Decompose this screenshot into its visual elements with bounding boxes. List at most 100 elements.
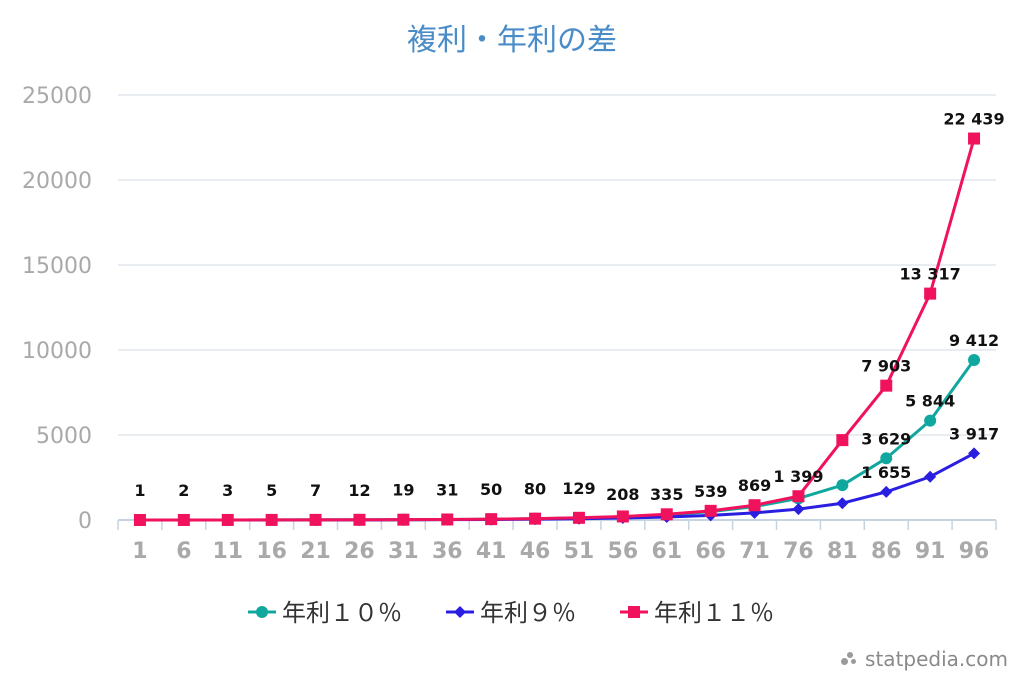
legend-item: 年利９％: [446, 599, 576, 627]
data-point: [924, 470, 937, 483]
data-label: 13 317: [900, 265, 961, 284]
data-label: 19: [392, 481, 414, 500]
data-label: 1: [134, 481, 145, 500]
data-point: [529, 512, 542, 525]
data-point: [924, 287, 937, 300]
data-label: 2: [178, 481, 189, 500]
series-1: [133, 447, 981, 526]
x-tick-label: 71: [739, 539, 770, 564]
data-point: [704, 504, 717, 517]
data-label: 50: [480, 480, 502, 499]
data-point: [616, 510, 629, 523]
gridlines: [118, 94, 996, 436]
y-tick-label: 15000: [22, 254, 92, 279]
data-point: [968, 447, 981, 460]
watermark-text: statpedia.com: [865, 647, 1008, 671]
data-label: 335: [650, 485, 683, 504]
data-label: 31: [436, 480, 458, 499]
statpedia-logo-icon: [841, 652, 859, 666]
x-tick-label: 1: [132, 539, 147, 564]
x-tick-label: 41: [476, 539, 507, 564]
data-point: [133, 513, 146, 526]
data-label: 80: [524, 480, 546, 499]
legend-label: 年利１１％: [654, 599, 774, 627]
data-point: [836, 497, 849, 510]
data-point: [221, 513, 234, 526]
y-tick-label: 25000: [22, 84, 92, 109]
data-point: [836, 434, 849, 447]
data-point: [485, 513, 498, 526]
x-tick-label: 76: [783, 539, 814, 564]
x-tick-label: 46: [520, 539, 551, 564]
series-2: [133, 132, 981, 526]
y-tick-label: 5000: [36, 424, 92, 449]
data-label: 3: [222, 481, 233, 500]
legend-item: 年利１１％: [620, 599, 774, 627]
data-point: [454, 606, 466, 618]
data-label: 129: [562, 479, 595, 498]
x-tick-label: 21: [300, 539, 331, 564]
x-tick-label: 86: [871, 539, 902, 564]
data-point: [397, 513, 410, 526]
data-label: 3 629: [861, 429, 911, 448]
data-point: [836, 479, 849, 492]
data-label: 7: [310, 481, 321, 500]
data-label: 3 917: [949, 424, 999, 443]
x-tick-label: 96: [959, 539, 990, 564]
data-label: 869: [738, 476, 771, 495]
data-label: 1 655: [861, 463, 911, 482]
x-tick-label: 11: [212, 539, 243, 564]
data-point: [628, 606, 640, 618]
data-point: [792, 490, 805, 503]
x-tick-label: 51: [564, 539, 595, 564]
data-point: [880, 485, 893, 498]
chart-title: 複利・年利の差: [407, 23, 617, 58]
data-point: [968, 132, 981, 145]
data-point: [177, 513, 190, 526]
data-point: [880, 379, 893, 392]
data-label: 22 439: [943, 110, 1004, 129]
data-point: [924, 414, 937, 427]
data-label: 12: [348, 481, 370, 500]
data-point: [572, 511, 585, 524]
x-tick-label: 6: [176, 539, 191, 564]
watermark: statpedia.com: [841, 647, 1008, 671]
legend-label: 年利９％: [480, 599, 576, 627]
x-tick-label: 81: [827, 539, 858, 564]
data-label: 208: [606, 485, 639, 504]
y-tick-label: 10000: [22, 339, 92, 364]
data-point: [748, 499, 761, 512]
y-tick-label: 0: [78, 509, 92, 534]
x-tick-label: 36: [432, 539, 463, 564]
data-point: [880, 452, 893, 465]
x-tick-label: 26: [344, 539, 375, 564]
x-tick-label: 56: [608, 539, 639, 564]
series-line: [139, 138, 976, 522]
x-tick-label: 31: [388, 539, 419, 564]
x-tick-label: 61: [651, 539, 682, 564]
data-point: [792, 503, 805, 516]
series-line: [139, 359, 976, 522]
data-point: [265, 513, 278, 526]
series-layer: [133, 132, 981, 526]
series-line: [139, 452, 975, 522]
data-label: 9 412: [949, 331, 999, 350]
x-tick-label: 66: [695, 539, 726, 564]
legend: 年利１０％ 年利９％ 年利１１％: [248, 599, 774, 627]
data-label: 7 903: [861, 357, 911, 376]
legend-item: 年利１０％: [248, 599, 402, 627]
data-point: [353, 513, 366, 526]
data-label: 5: [266, 481, 277, 500]
y-tick-label: 20000: [22, 169, 92, 194]
data-label: 1 399: [773, 467, 823, 486]
data-point: [256, 606, 268, 618]
data-label: 5 844: [905, 392, 955, 411]
x-tick-label: 91: [915, 539, 946, 564]
data-label: 539: [694, 482, 727, 501]
data-point: [309, 513, 322, 526]
x-tick-label: 16: [256, 539, 287, 564]
data-point: [441, 513, 454, 526]
